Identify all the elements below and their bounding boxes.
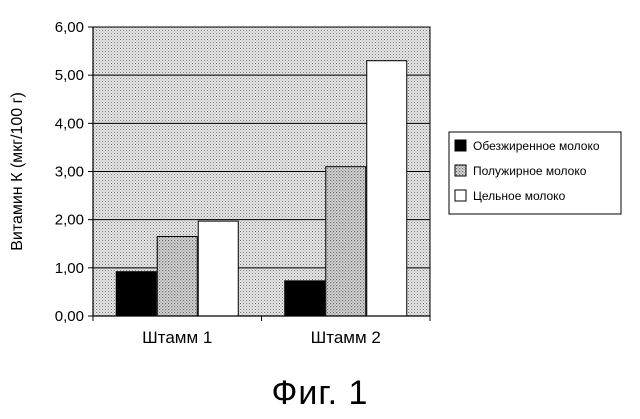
y-tick-labels: 0,00 1,00 2,00 3,00 4,00 5,00 6,00 — [55, 19, 84, 325]
bar — [116, 272, 156, 316]
legend-label: Цельное молоко — [473, 189, 566, 203]
x-category-label: Штамм 1 — [142, 328, 212, 347]
legend-swatch — [455, 165, 466, 176]
y-tick-label: 0,00 — [55, 308, 84, 325]
bar — [198, 221, 238, 316]
y-tick-label: 6,00 — [55, 19, 84, 36]
y-axis-title: Витамин К (мкг/100 г) — [9, 92, 26, 251]
bar — [157, 237, 197, 316]
legend-label: Обезжиренное молоко — [473, 139, 600, 153]
legend-swatch — [455, 140, 466, 151]
y-tick-label: 2,00 — [55, 212, 84, 229]
bar — [285, 281, 325, 316]
legend: Обезжиренное молоко Полужирное молоко Цель… — [449, 132, 621, 214]
y-tick-label: 1,00 — [55, 260, 84, 277]
chart: 0,001,002,003,004,005,006,00 Штамм 1Штам… — [0, 0, 640, 370]
legend-label: Полужирное молоко — [473, 164, 587, 178]
bar — [367, 61, 407, 316]
figure-caption: Фиг. 1 — [0, 374, 640, 413]
y-tick-label: 3,00 — [55, 164, 84, 181]
y-tick-label: 5,00 — [55, 67, 84, 84]
bar — [326, 167, 366, 316]
x-category-labels: Штамм 1 Штамм 2 — [142, 328, 381, 347]
legend-swatch — [455, 190, 466, 201]
x-category-label: Штамм 2 — [311, 328, 381, 347]
bar-chart: 0,001,002,003,004,005,006,00 Штамм 1Штам… — [0, 0, 640, 370]
y-tick-label: 4,00 — [55, 115, 84, 132]
